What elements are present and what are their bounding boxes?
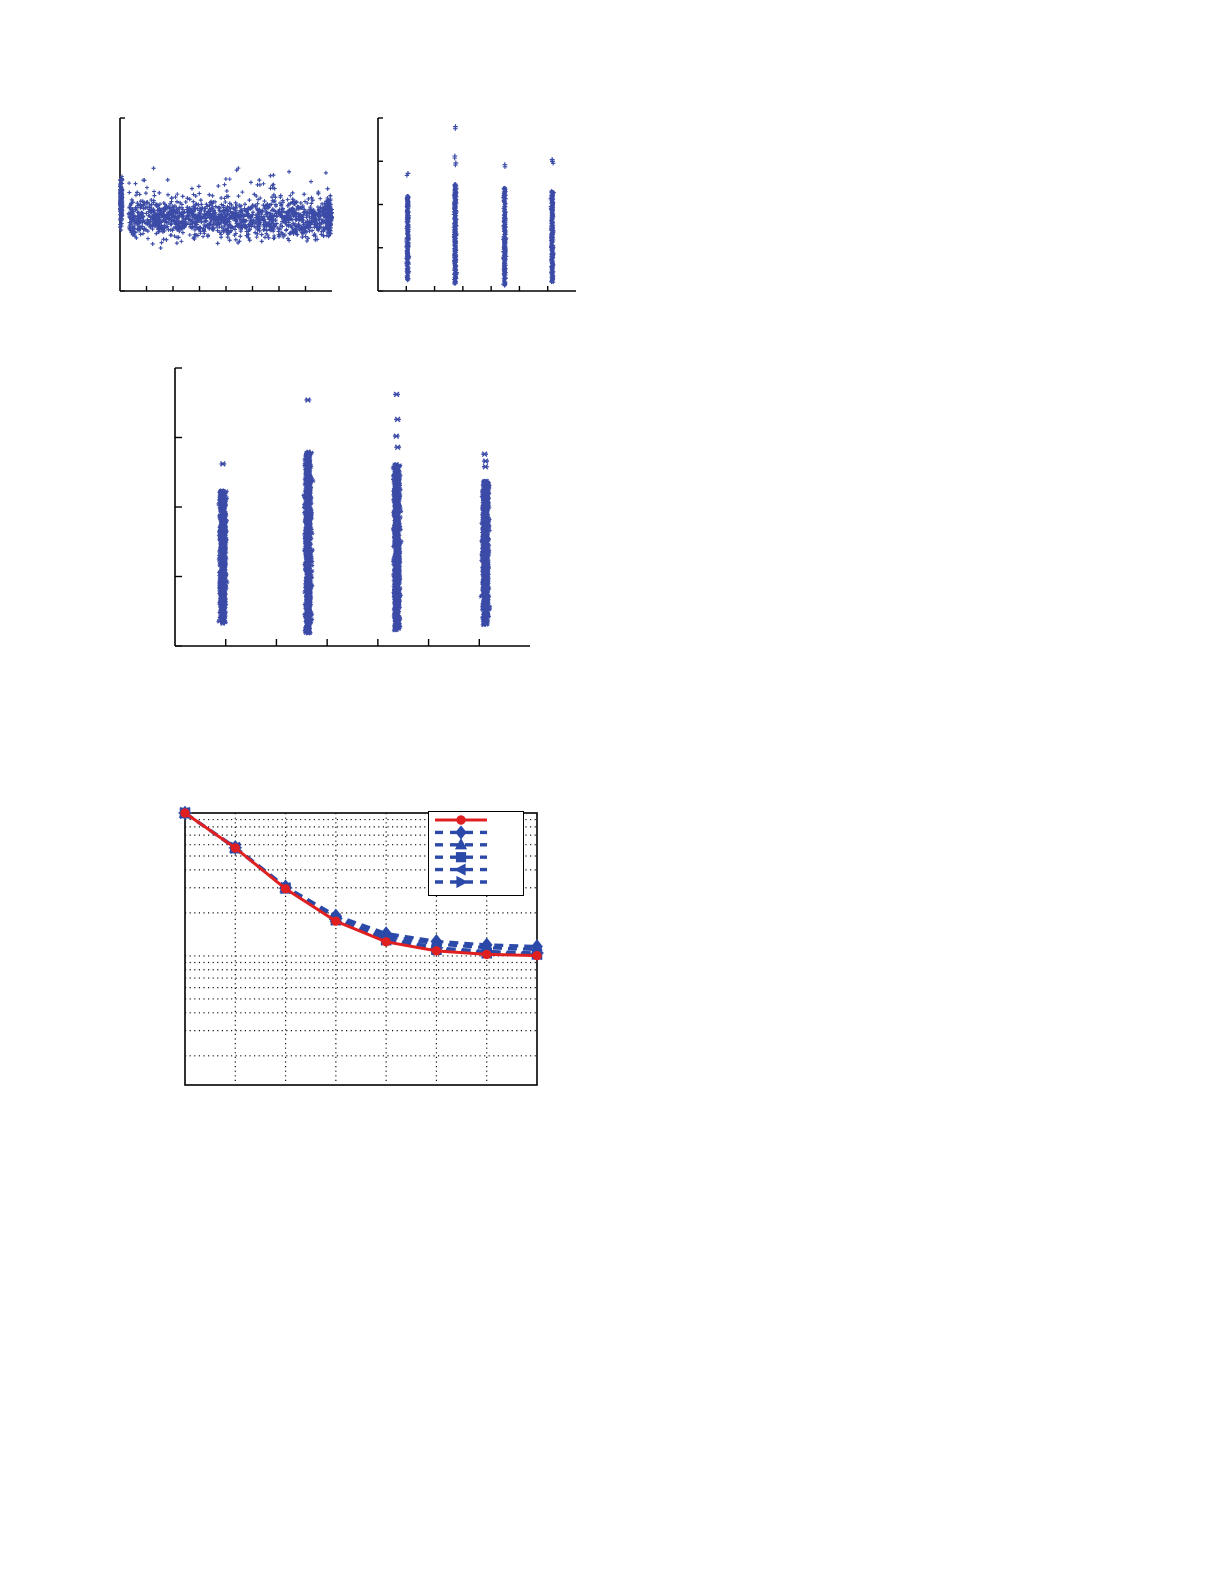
panel-strip-clusters-small <box>360 108 600 308</box>
legend-entry-5 <box>435 863 487 876</box>
chart-legend[interactable] <box>428 811 524 896</box>
panel-scatter-residual-vs-index <box>100 108 360 308</box>
axis-lines <box>174 367 530 647</box>
legend-entry-6 <box>435 875 487 889</box>
panel-convergence-line-chart <box>165 800 565 1110</box>
series-group <box>177 805 545 961</box>
series-1 <box>180 808 542 961</box>
legend-entry-1 <box>435 815 487 825</box>
scatter-points <box>216 391 493 636</box>
axis-lines <box>377 117 576 292</box>
panel-b-canvas <box>377 117 576 292</box>
panel-c-canvas <box>174 367 530 647</box>
legend-entry-2 <box>435 825 487 840</box>
scatter-points <box>118 166 334 251</box>
legend-samples <box>435 815 487 889</box>
gridlines <box>185 812 537 1085</box>
panel-strip-clusters-large <box>155 358 555 668</box>
legend-entry-4 <box>435 852 487 863</box>
panel-a-canvas <box>118 117 334 292</box>
scatter-points <box>404 124 556 288</box>
legend-entry-3 <box>435 837 487 850</box>
panel-d-canvas <box>177 805 545 1086</box>
